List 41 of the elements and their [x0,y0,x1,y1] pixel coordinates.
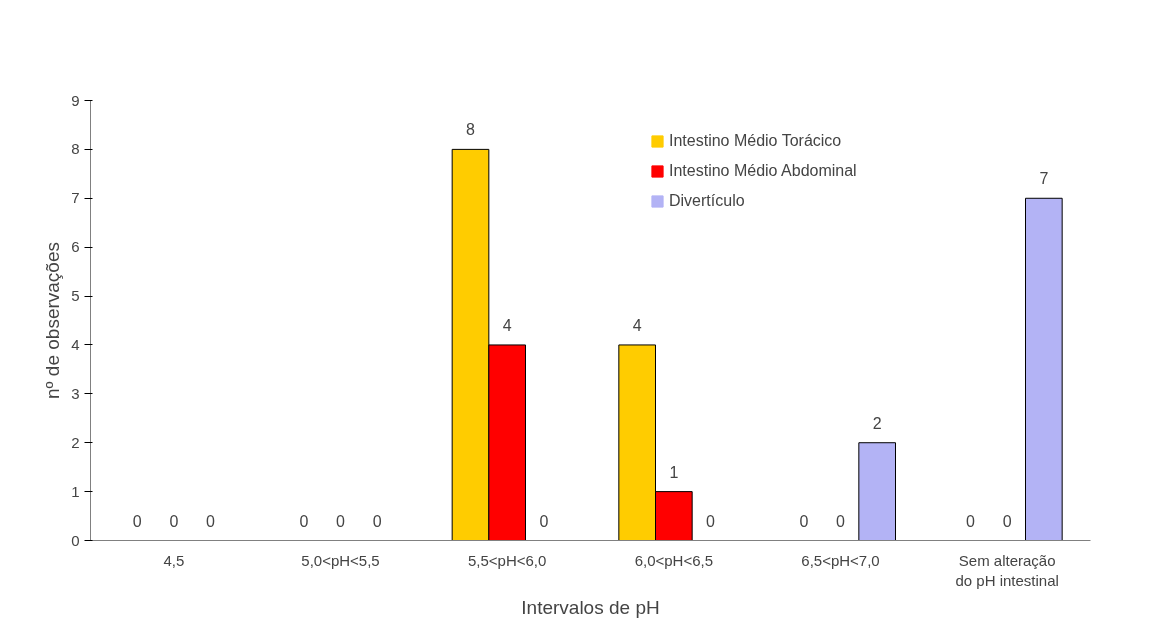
y-tick-label: 2 [71,433,80,451]
legend-label: Intestino Médio Torácico [669,132,842,150]
data-label: 0 [336,512,346,530]
data-label: 0 [206,512,216,530]
y-tick-label: 7 [71,189,80,207]
y-tick-label: 4 [71,335,80,353]
data-label: 2 [872,414,882,432]
data-label: 4 [632,316,642,334]
y-tick-label: 3 [71,384,80,402]
y-tick-label: 1 [71,482,80,500]
data-label: 7 [1039,170,1049,188]
data-label: 0 [799,512,809,530]
data-label: 0 [132,512,142,530]
x-tick-label: 4,5 [163,551,185,569]
y-tick-label: 5 [71,287,80,305]
x-tick-label: Sem alteração do pH intestinal [955,551,1059,589]
y-tick-label: 8 [71,140,80,158]
data-label: 0 [706,512,716,530]
data-label: 0 [169,512,179,530]
data-label: 0 [299,512,309,530]
x-axis-title: Intervalos de pH [521,596,660,618]
y-tick-label: 6 [71,238,80,256]
y-tick-label: 9 [71,91,80,109]
data-label: 0 [836,512,846,530]
data-label: 0 [966,512,976,530]
y-tick-label: 0 [71,531,80,549]
data-label: 0 [372,512,382,530]
data-label: 8 [466,121,476,139]
data-label: 0 [539,512,549,530]
x-tick-label: 5,0<pH<5,5 [301,551,380,569]
bar [858,442,896,541]
legend-label: Divertículo [669,192,745,210]
data-label: 0 [1002,512,1012,530]
bar [1025,197,1063,541]
y-axis-title: nº de observações [42,242,64,399]
legend-label: Intestino Médio Abdominal [669,162,857,180]
x-tick-label: 5,5<pH<6,0 [467,551,547,569]
x-tick-label: 6,0<pH<6,5 [634,551,714,569]
data-label: 4 [502,316,512,334]
x-tick-label: 6,5<pH<7,0 [801,551,880,569]
data-label: 1 [669,463,679,481]
